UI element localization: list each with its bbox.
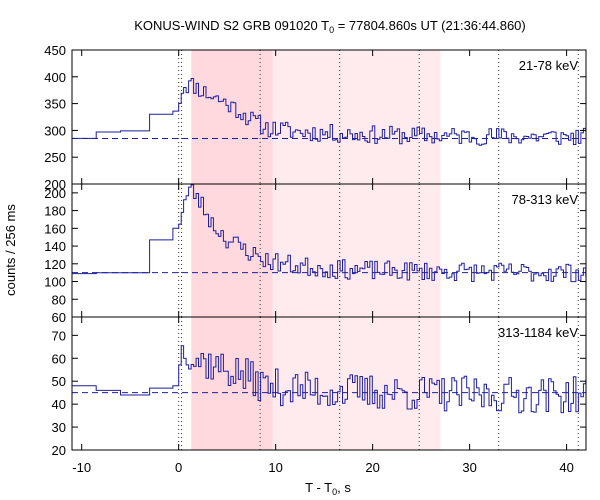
energy-band-label: 21-78 keV xyxy=(519,58,579,73)
shaded-region-2 xyxy=(272,50,441,184)
y-tick-label: 60 xyxy=(52,310,66,325)
x-tick-label: 30 xyxy=(462,460,476,475)
y-tick-label: 180 xyxy=(44,204,66,219)
y-tick-label: 20 xyxy=(52,443,66,458)
panel-3: 20 30 40 50 60 70 313-1184 keV xyxy=(52,316,587,458)
y-tick-label: 40 xyxy=(52,397,66,412)
x-axis-label: T - T0, s xyxy=(305,480,351,497)
y-tick-label: 100 xyxy=(44,275,66,290)
energy-band-label: 78-313 keV xyxy=(512,192,579,207)
shaded-region-2 xyxy=(272,317,441,450)
x-tick-label: 40 xyxy=(559,460,573,475)
y-tick-label: 160 xyxy=(44,221,66,236)
y-tick-label: 200 xyxy=(44,177,66,192)
chart-title: KONUS-WIND S2 GRB 091020 T0 = 77804.860s… xyxy=(134,18,526,35)
y-tick-label: 120 xyxy=(44,257,66,272)
y-tick-label: 400 xyxy=(44,70,66,85)
x-tick-label: 10 xyxy=(268,460,282,475)
y-tick-label: 70 xyxy=(52,328,66,343)
x-tick-label: -10 xyxy=(72,460,91,475)
shaded-region-2 xyxy=(272,184,441,317)
y-tick-label: 200 xyxy=(44,186,66,201)
y-tick-label: 300 xyxy=(44,123,66,138)
light-curve-series xyxy=(72,345,587,414)
shaded-region-1 xyxy=(191,50,273,184)
shaded-region-1 xyxy=(191,317,273,450)
x-tick-label: 20 xyxy=(365,460,379,475)
y-tick-label: 140 xyxy=(44,239,66,254)
energy-band-label: 313-1184 keV xyxy=(498,325,578,340)
y-tick-label: 50 xyxy=(52,374,66,389)
y-axis-label: counts / 256 ms xyxy=(3,204,18,296)
y-tick-label: 250 xyxy=(44,150,66,165)
light-curve-series xyxy=(72,78,587,146)
light-curve-series xyxy=(72,184,587,283)
panel-1: 200 250 300 350 400 450 21-78 keV xyxy=(44,43,587,192)
x-tick-label: 0 xyxy=(175,460,182,475)
y-tick-label: 350 xyxy=(44,97,66,112)
y-tick-label: 450 xyxy=(44,43,66,58)
y-tick-label: 80 xyxy=(52,292,66,307)
y-tick-label: 30 xyxy=(52,420,66,435)
shaded-region-1 xyxy=(191,184,273,317)
panel-2: 60 80 100 120 140 160 180 200 78-313 keV xyxy=(44,183,587,325)
panel-frame xyxy=(71,316,587,451)
y-tick-label: 60 xyxy=(52,351,66,366)
